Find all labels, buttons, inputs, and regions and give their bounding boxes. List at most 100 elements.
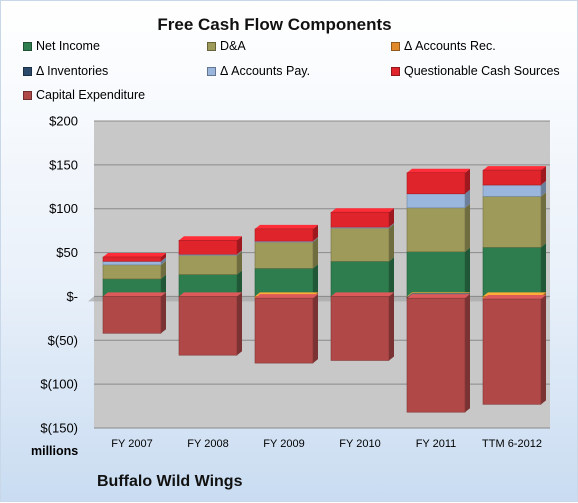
bar-segment xyxy=(178,296,238,356)
x-tick-label: FY 2008 xyxy=(187,438,228,450)
bar-segment xyxy=(482,169,542,186)
bar-segment xyxy=(178,239,238,255)
bar-segment xyxy=(102,296,162,334)
bar-top xyxy=(483,166,546,171)
company-name: Buffalo Wild Wings xyxy=(97,473,243,490)
bar-segment xyxy=(254,241,314,269)
bar-segment xyxy=(406,207,466,252)
bar-segment xyxy=(406,251,466,297)
bar-side xyxy=(541,192,546,248)
bar-top xyxy=(255,224,318,229)
bar-side xyxy=(161,257,166,265)
legend-item: Δ Accounts Pay. xyxy=(207,64,310,78)
legend-label: Capital Expenditure xyxy=(36,88,146,102)
bar-side xyxy=(389,208,394,228)
plot-area xyxy=(94,121,550,428)
bar-segment xyxy=(482,247,542,297)
x-tick-label: FY 2010 xyxy=(339,438,380,450)
bar-top xyxy=(483,295,546,300)
bar-side xyxy=(389,257,394,297)
y-tick-label: $- xyxy=(66,289,78,304)
legend-label: Δ Accounts Rec. xyxy=(404,39,496,53)
bar-segment xyxy=(102,256,162,262)
bar-segment xyxy=(482,298,542,405)
bar-side xyxy=(465,203,470,252)
y-tick-label: $(50) xyxy=(48,333,78,348)
legend-swatch xyxy=(23,41,32,51)
bar-side xyxy=(161,292,166,334)
legend-item: Capital Expenditure xyxy=(23,88,145,102)
bar-side xyxy=(313,238,318,269)
bar-side xyxy=(541,295,546,405)
bar-top xyxy=(179,236,242,241)
bar-side xyxy=(465,168,470,194)
bar-side xyxy=(313,224,318,242)
legend-label: Net Income xyxy=(36,39,100,53)
bar-segment xyxy=(330,296,390,361)
legend-label: D&A xyxy=(220,39,246,53)
bar-segment xyxy=(102,264,162,280)
bar-segment xyxy=(330,211,390,228)
y-tick-label: $50 xyxy=(56,245,78,260)
bar-side xyxy=(237,292,242,356)
legend-item: D&A xyxy=(207,39,246,53)
bar-top xyxy=(331,292,394,297)
bar-top xyxy=(331,208,394,213)
bar-segment xyxy=(254,228,314,242)
legend-item: Δ Accounts Rec. xyxy=(391,39,496,53)
bar-segment xyxy=(330,261,390,297)
chart-title: Free Cash Flow Components xyxy=(157,15,392,34)
legend-swatch xyxy=(207,41,216,51)
bar-side xyxy=(161,274,166,297)
legend-label: Δ Inventories xyxy=(36,64,109,78)
bar-side xyxy=(389,224,394,262)
bar-side xyxy=(465,189,470,208)
bar-segment xyxy=(254,268,314,297)
x-tick-label: FY 2011 xyxy=(416,438,457,450)
legend-item: Δ Inventories xyxy=(23,64,108,78)
legend-swatch xyxy=(391,66,400,76)
legend-swatch xyxy=(23,90,32,100)
bar-segment xyxy=(254,297,314,364)
bar-side xyxy=(541,243,546,297)
y-tick-label: $(150) xyxy=(40,421,78,436)
units-label: millions xyxy=(31,444,79,458)
bar-top xyxy=(103,252,166,257)
bar-side xyxy=(161,260,166,279)
legend-swatch xyxy=(23,66,32,76)
bar-segment xyxy=(482,196,542,248)
bar-side xyxy=(541,166,546,186)
bar-segment xyxy=(178,254,238,275)
y-tick-label: $200 xyxy=(49,114,78,129)
bar-side xyxy=(237,251,242,275)
bar-side xyxy=(237,236,242,255)
x-tick-label: FY 2007 xyxy=(111,438,152,450)
x-tick-label: FY 2009 xyxy=(263,438,304,450)
bar-side xyxy=(237,250,242,256)
bar-side xyxy=(465,247,470,297)
bar-side xyxy=(465,294,470,413)
bar-top xyxy=(103,292,166,297)
y-tick-label: $150 xyxy=(49,157,78,172)
bar-side xyxy=(389,292,394,361)
bar-top xyxy=(407,168,470,173)
legend-item: Questionable Cash Sources xyxy=(391,64,560,78)
bar-side xyxy=(541,181,546,197)
bar-top xyxy=(179,292,242,297)
legend-label: Questionable Cash Sources xyxy=(404,64,560,78)
y-tick-label: $100 xyxy=(49,201,78,216)
bar-segment xyxy=(102,261,162,266)
legend-swatch xyxy=(391,41,400,51)
legend-swatch xyxy=(207,66,216,76)
bar-segment xyxy=(482,184,542,197)
bar-segment xyxy=(406,172,466,195)
bar-side xyxy=(313,264,318,297)
bar-segment xyxy=(330,227,390,262)
legend-label: Δ Accounts Pay. xyxy=(220,64,311,78)
bar-side xyxy=(313,294,318,364)
legend-item: Net Income xyxy=(23,39,100,53)
y-tick-label: $(100) xyxy=(40,377,78,392)
bar-side xyxy=(237,270,242,297)
